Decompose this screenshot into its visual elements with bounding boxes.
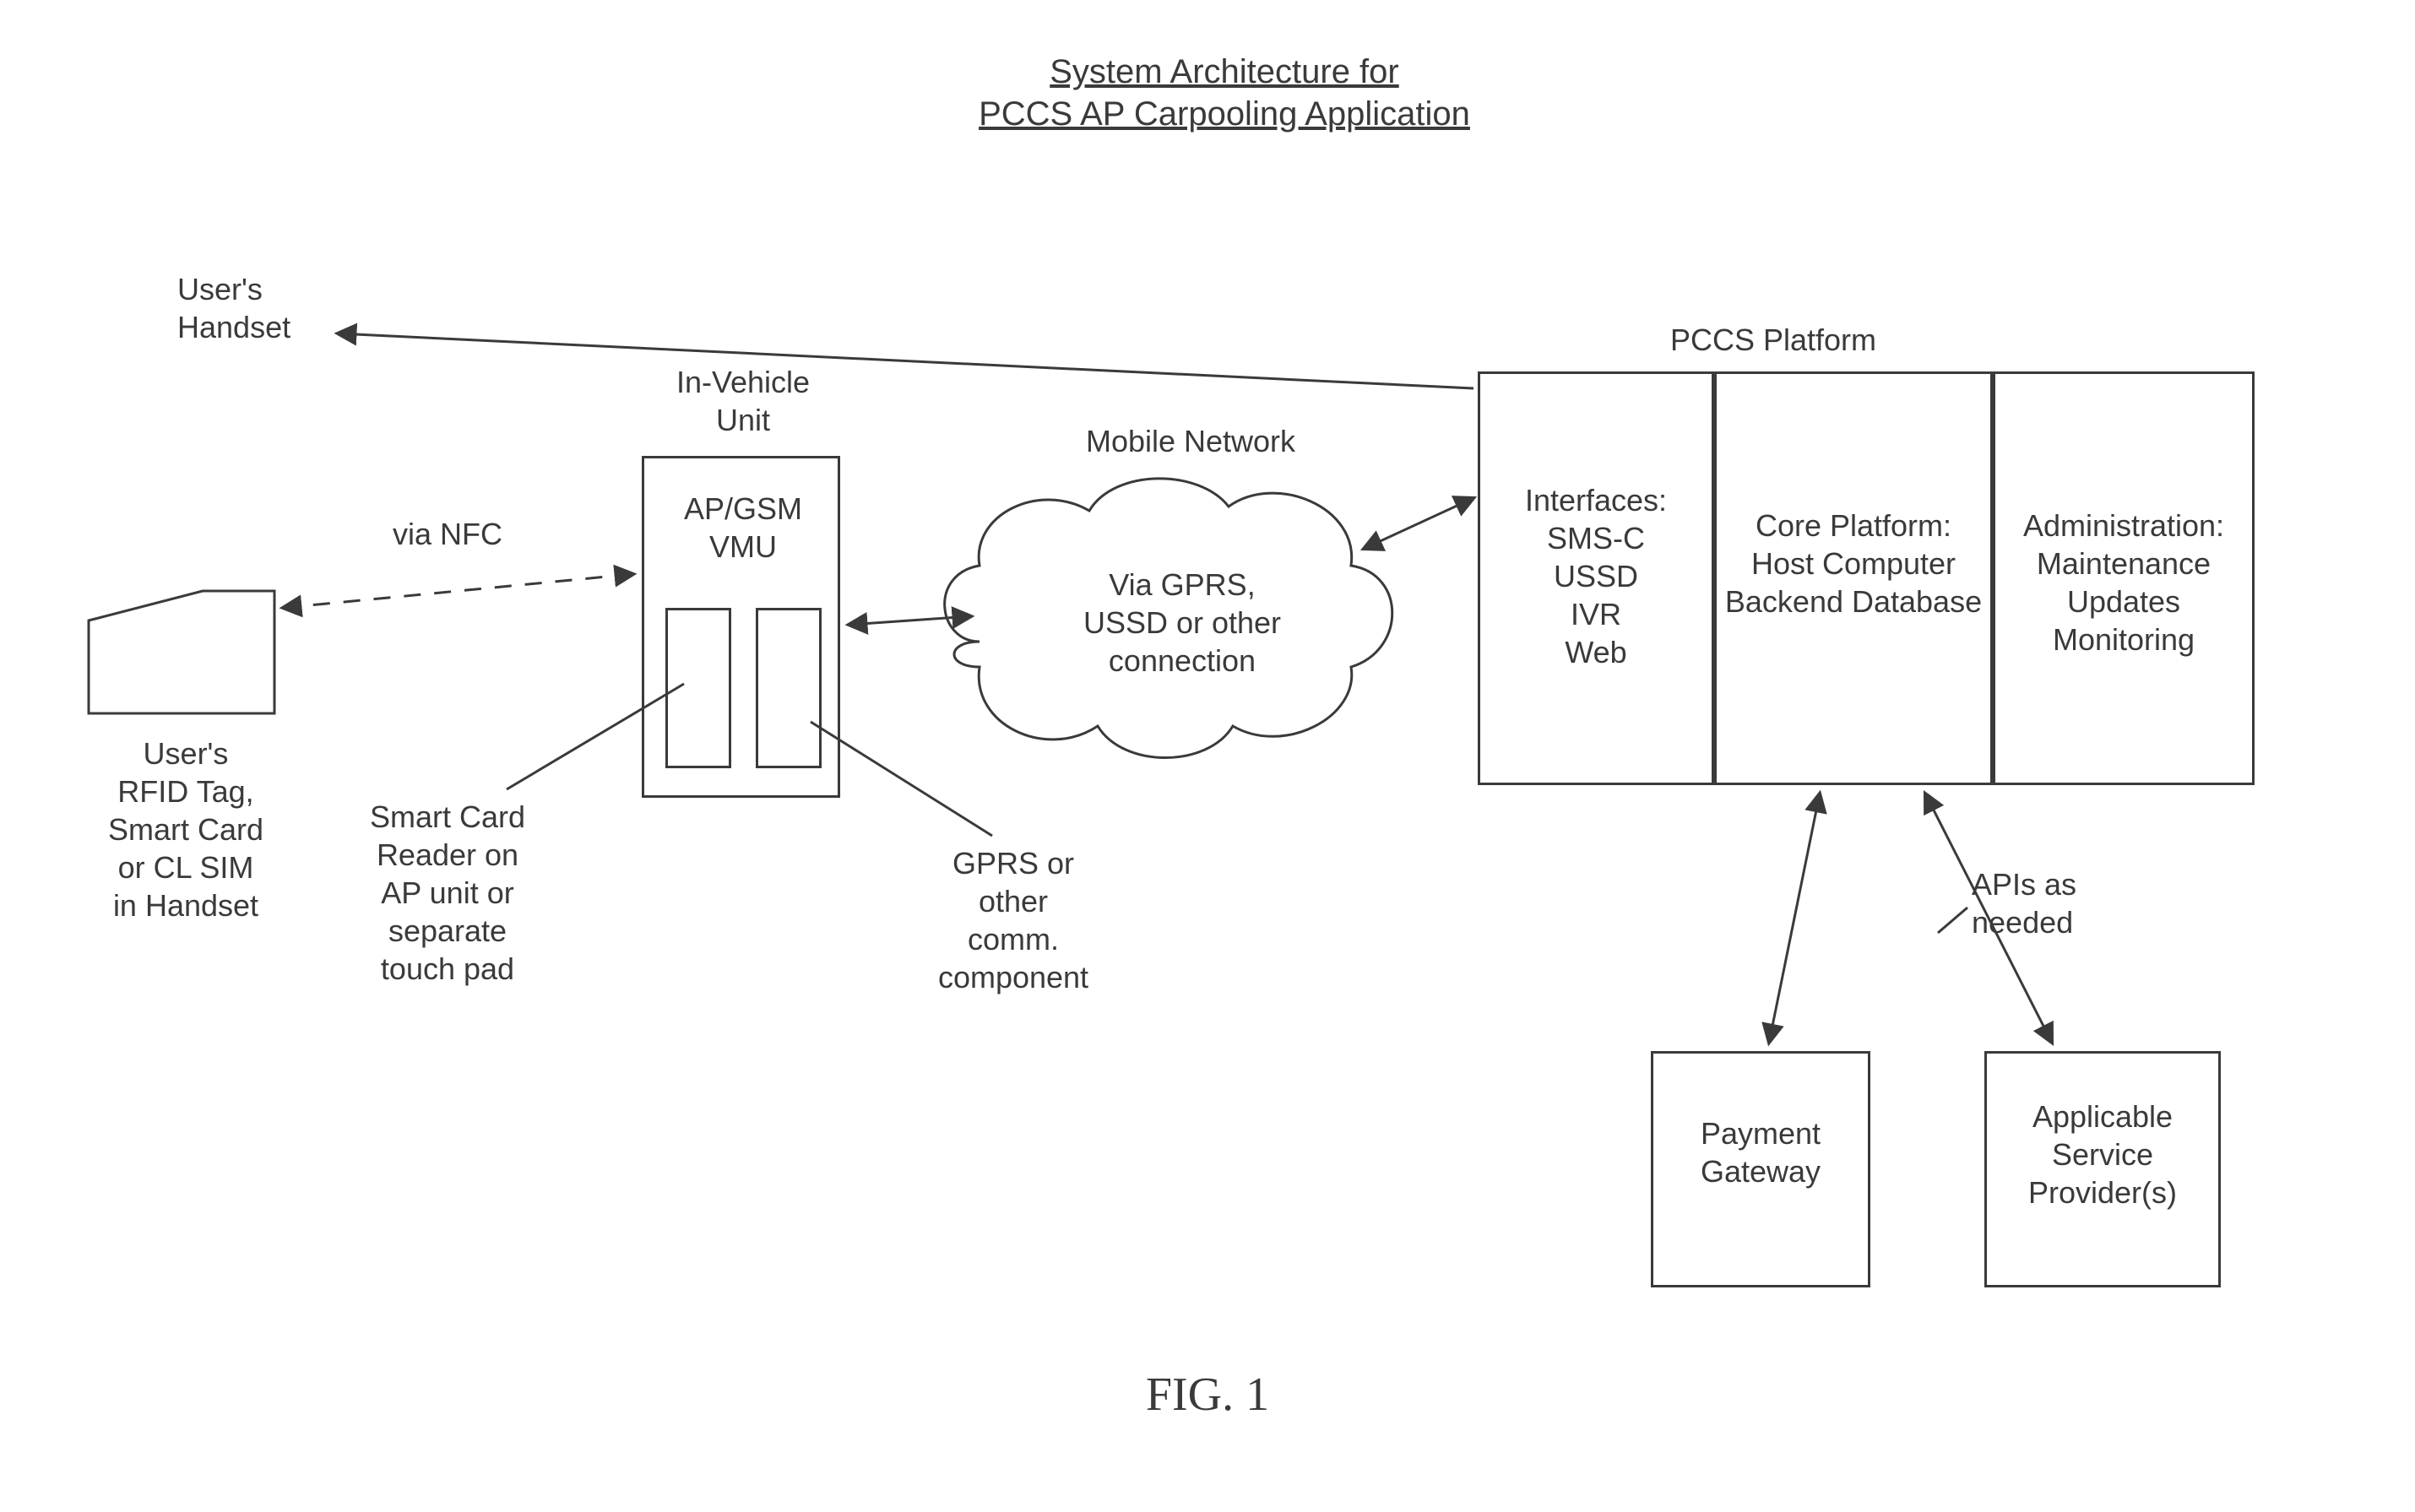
pccs-platform-label: PCCS Platform [1647,321,1900,359]
mobile-network-label: Mobile Network [1056,422,1326,460]
apis-needed-label: APIs as needed [1972,865,2141,941]
title-line2: PCCS AP Carpooling Application [979,95,1470,133]
payment-gateway-label: Payment Gateway [1659,1114,1862,1190]
diagram-canvas: System Architecture for PCCS AP Carpooli… [0,0,2415,1512]
apis-callout-line [1938,908,1967,933]
ivu-slot-left [665,608,731,768]
service-providers-label: Applicable Service Provider(s) [1997,1097,2208,1211]
gprs-component-label: GPRS or other comm. component [904,844,1123,996]
rfid-description-label: User's RFID Tag, Smart Card or CL SIM in… [93,734,279,924]
platform-to-handset-arrow [338,333,1473,388]
rfid-tag-shape [89,591,274,713]
smartcard-reader-label: Smart Card Reader on AP unit or separate… [338,798,557,988]
interfaces-label: Interfaces: SMS-C USSD IVR Web [1490,481,1701,671]
ap-gsm-vmu-label: AP/GSM VMU [667,490,819,566]
ivu-slot-right [756,608,822,768]
title-line1: System Architecture for [1050,53,1398,90]
core-payment-arrow [1769,794,1820,1043]
users-handset-label: User's Handset [177,270,329,346]
via-nfc-label: via NFC [363,515,532,553]
ivu-cloud-arrow [849,616,971,625]
nfc-arrow [283,574,633,608]
in-vehicle-unit-label: In-Vehicle Unit [650,363,836,439]
cloud-platform-arrow [1364,498,1473,549]
administration-label: Administration: Maintenance Updates Moni… [2005,507,2242,658]
cloud-text-label: Via GPRS, USSD or other connection [1047,566,1317,680]
diagram-title: System Architecture for PCCS AP Carpooli… [971,51,1478,135]
figure-label: FIG. 1 [1081,1368,1334,1422]
core-platform-label: Core Platform: Host Computer Backend Dat… [1723,507,1984,621]
